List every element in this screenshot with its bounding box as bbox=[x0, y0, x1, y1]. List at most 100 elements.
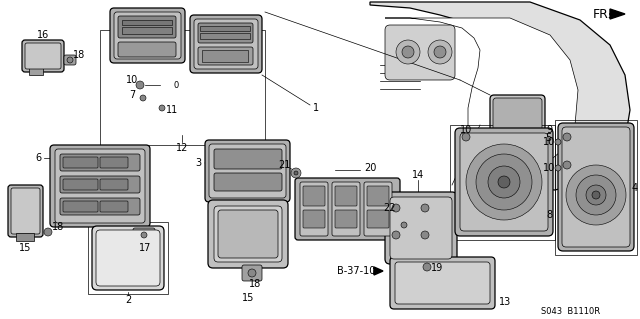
Bar bbox=[555, 120, 637, 255]
Circle shape bbox=[462, 133, 470, 141]
FancyBboxPatch shape bbox=[303, 186, 325, 206]
Text: 6: 6 bbox=[35, 153, 41, 163]
Circle shape bbox=[140, 95, 146, 101]
Circle shape bbox=[423, 263, 431, 271]
FancyBboxPatch shape bbox=[364, 182, 392, 236]
Text: 12: 12 bbox=[176, 143, 188, 153]
Circle shape bbox=[563, 161, 571, 169]
Text: 13: 13 bbox=[499, 297, 511, 307]
FancyBboxPatch shape bbox=[194, 19, 258, 69]
Circle shape bbox=[428, 40, 452, 64]
Text: 15: 15 bbox=[19, 243, 31, 253]
Text: 20: 20 bbox=[364, 163, 376, 173]
Polygon shape bbox=[370, 2, 630, 190]
FancyBboxPatch shape bbox=[8, 185, 43, 237]
Bar bbox=[122, 20, 172, 25]
FancyBboxPatch shape bbox=[100, 201, 128, 212]
FancyBboxPatch shape bbox=[332, 182, 360, 236]
FancyBboxPatch shape bbox=[118, 16, 176, 38]
Bar bbox=[16, 233, 34, 241]
Text: 18: 18 bbox=[249, 279, 261, 289]
Circle shape bbox=[401, 222, 407, 228]
Text: 2: 2 bbox=[125, 295, 131, 305]
Text: 19: 19 bbox=[431, 263, 443, 273]
Bar bbox=[200, 26, 250, 31]
Text: 18: 18 bbox=[52, 222, 64, 232]
FancyBboxPatch shape bbox=[118, 42, 176, 57]
Circle shape bbox=[566, 165, 626, 225]
FancyBboxPatch shape bbox=[214, 173, 282, 191]
Circle shape bbox=[44, 228, 52, 236]
FancyBboxPatch shape bbox=[367, 210, 389, 228]
Text: 5: 5 bbox=[545, 133, 551, 143]
Circle shape bbox=[67, 57, 73, 63]
Bar bbox=[200, 33, 250, 39]
FancyBboxPatch shape bbox=[335, 186, 357, 206]
Circle shape bbox=[476, 154, 532, 210]
Circle shape bbox=[555, 139, 561, 145]
Circle shape bbox=[248, 269, 256, 277]
Circle shape bbox=[396, 40, 420, 64]
Circle shape bbox=[488, 166, 520, 198]
FancyBboxPatch shape bbox=[300, 182, 328, 236]
Circle shape bbox=[392, 231, 400, 239]
Text: 15: 15 bbox=[242, 293, 254, 303]
FancyBboxPatch shape bbox=[96, 230, 160, 286]
FancyBboxPatch shape bbox=[63, 201, 98, 212]
Text: 0: 0 bbox=[173, 80, 179, 90]
FancyBboxPatch shape bbox=[198, 47, 253, 65]
Text: 10: 10 bbox=[543, 163, 555, 173]
Text: 17: 17 bbox=[139, 243, 151, 253]
FancyBboxPatch shape bbox=[385, 25, 455, 80]
FancyBboxPatch shape bbox=[455, 128, 553, 236]
FancyBboxPatch shape bbox=[25, 43, 61, 69]
Circle shape bbox=[392, 204, 400, 212]
FancyBboxPatch shape bbox=[60, 176, 140, 193]
FancyBboxPatch shape bbox=[110, 8, 185, 63]
FancyBboxPatch shape bbox=[214, 206, 282, 262]
Circle shape bbox=[563, 133, 571, 141]
Circle shape bbox=[466, 144, 542, 220]
FancyBboxPatch shape bbox=[460, 133, 548, 231]
Circle shape bbox=[421, 204, 429, 212]
FancyBboxPatch shape bbox=[493, 98, 542, 134]
FancyBboxPatch shape bbox=[335, 210, 357, 228]
Text: S043  B1110R: S043 B1110R bbox=[541, 308, 600, 316]
Bar bbox=[202, 50, 248, 62]
Polygon shape bbox=[374, 267, 383, 275]
FancyBboxPatch shape bbox=[242, 265, 262, 281]
Text: 4: 4 bbox=[632, 183, 638, 193]
FancyBboxPatch shape bbox=[490, 95, 545, 137]
Bar bbox=[100, 30, 265, 145]
Bar bbox=[29, 68, 43, 75]
Text: 16: 16 bbox=[37, 30, 49, 40]
Text: 22: 22 bbox=[384, 203, 396, 213]
FancyBboxPatch shape bbox=[100, 179, 128, 190]
Circle shape bbox=[421, 231, 429, 239]
FancyBboxPatch shape bbox=[114, 12, 181, 59]
FancyBboxPatch shape bbox=[133, 228, 155, 242]
Circle shape bbox=[555, 165, 561, 171]
FancyBboxPatch shape bbox=[64, 55, 76, 65]
FancyBboxPatch shape bbox=[63, 179, 98, 190]
FancyBboxPatch shape bbox=[558, 123, 634, 251]
Polygon shape bbox=[610, 9, 625, 19]
Circle shape bbox=[141, 232, 147, 238]
Polygon shape bbox=[385, 18, 578, 172]
FancyBboxPatch shape bbox=[303, 210, 325, 228]
FancyBboxPatch shape bbox=[395, 262, 490, 304]
Circle shape bbox=[592, 191, 600, 199]
FancyBboxPatch shape bbox=[209, 144, 286, 198]
Text: 3: 3 bbox=[195, 158, 201, 168]
FancyBboxPatch shape bbox=[295, 178, 400, 240]
Text: 1: 1 bbox=[313, 103, 319, 113]
FancyBboxPatch shape bbox=[60, 198, 140, 215]
FancyBboxPatch shape bbox=[205, 140, 290, 202]
FancyBboxPatch shape bbox=[367, 186, 389, 206]
Circle shape bbox=[498, 176, 510, 188]
Text: 8: 8 bbox=[546, 210, 552, 220]
Text: B-37-10: B-37-10 bbox=[337, 266, 375, 276]
FancyBboxPatch shape bbox=[390, 197, 452, 259]
Bar bbox=[450, 125, 555, 240]
FancyBboxPatch shape bbox=[395, 218, 413, 232]
